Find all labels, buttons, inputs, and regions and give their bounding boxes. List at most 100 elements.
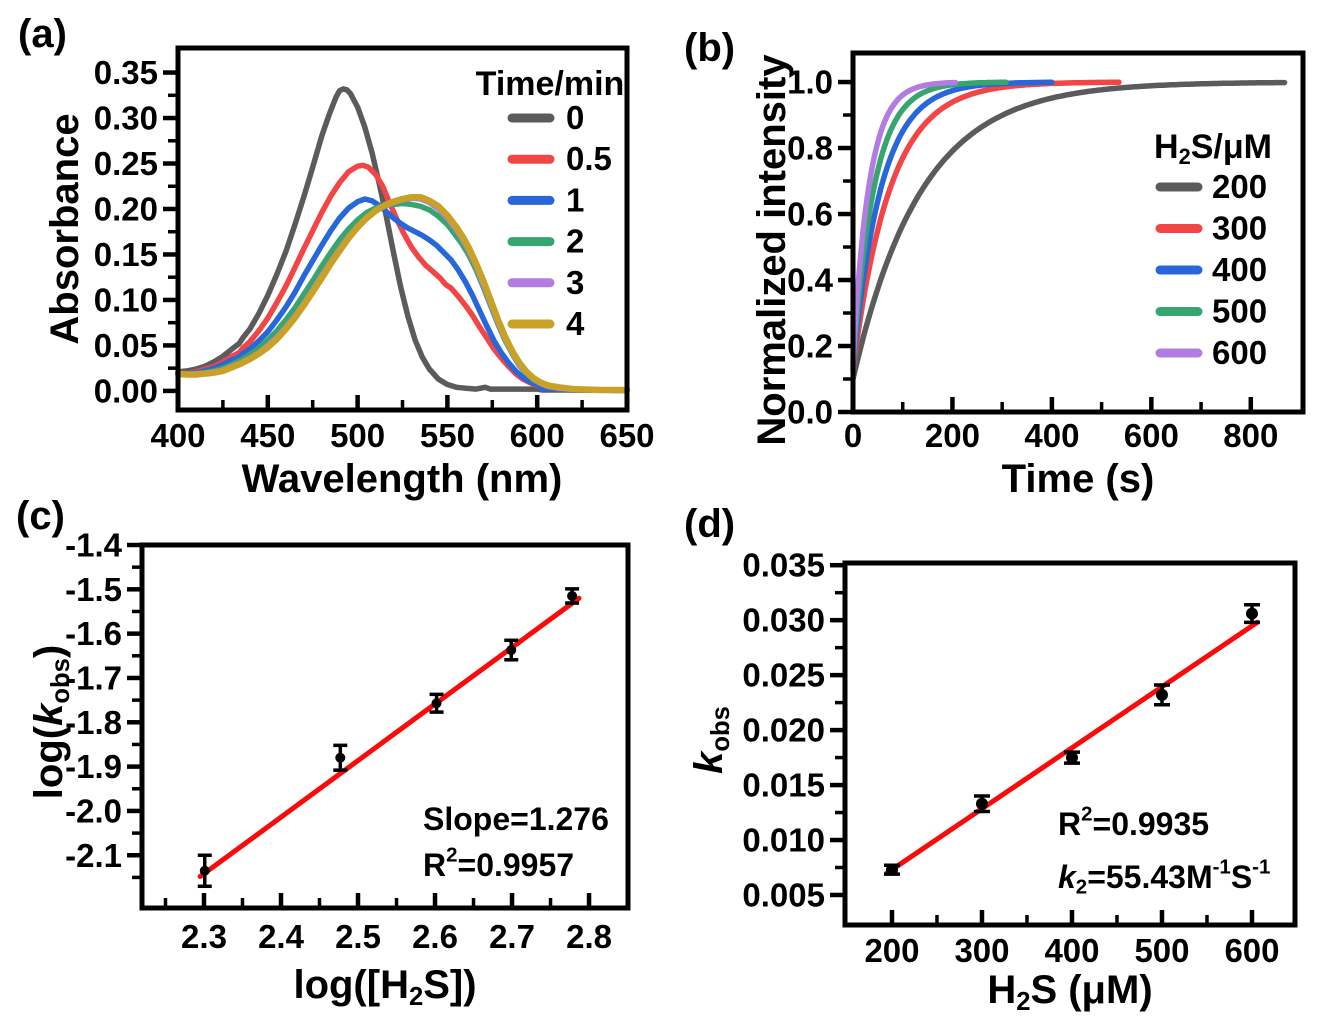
x-tick-label: 800 (1223, 417, 1278, 454)
x-tick-label: 2.8 (566, 918, 612, 955)
legend-title: Time/min (476, 65, 625, 103)
x-tick-label: 200 (864, 932, 919, 969)
x-tick-label: 450 (240, 417, 295, 454)
x-tick-label: 400 (1024, 417, 1079, 454)
data-point (1245, 607, 1258, 620)
series-4 (174, 193, 631, 394)
panel-d (830, 560, 1298, 928)
y-axis-label: Normalized intensity (750, 54, 794, 446)
y-tick-label: -1.4 (65, 527, 123, 564)
series-400 (850, 79, 1055, 369)
y-tick-label: 0.00 (94, 372, 158, 409)
x-tick-label: 650 (599, 417, 654, 454)
y-tick-label: 0.035 (742, 547, 825, 584)
series-0 (175, 86, 630, 393)
x-tick-label: 400 (1044, 932, 1099, 969)
x-tick-label: 2.4 (258, 918, 305, 955)
y-tick-label: 0.010 (742, 822, 825, 859)
y-tick-label: -1.8 (65, 704, 122, 741)
data-point (506, 645, 517, 656)
y-tick-label: -2.1 (65, 837, 122, 874)
y-axis-label: log(kobs) (27, 645, 75, 799)
series-500 (850, 79, 1009, 366)
y-tick-label: -1.7 (65, 659, 122, 696)
data-point (1155, 688, 1168, 701)
data-point (335, 752, 346, 763)
series-200 (850, 79, 1288, 382)
x-tick-label: 600 (1224, 932, 1279, 969)
series-1 (175, 196, 630, 393)
y-tick-label: 0.05 (94, 327, 158, 364)
y-tick-label: 0.8 (787, 130, 833, 167)
y-tick-label: 0.20 (94, 190, 158, 227)
y-tick-label: 1.0 (787, 64, 833, 101)
data-point (975, 797, 988, 810)
y-tick-label: 0.005 (742, 876, 825, 913)
y-tick-label: 0.2 (787, 328, 833, 365)
x-axis-label: Wavelength (nm) (242, 457, 563, 501)
y-axis-label: kobs (687, 706, 735, 774)
legend-title: H2S/μM (1154, 128, 1272, 169)
legend-label-1: 1 (566, 181, 584, 218)
x-axis-label: H2S (μM) (987, 968, 1152, 1016)
y-tick-label: -2.0 (65, 792, 122, 829)
data-point (431, 698, 442, 709)
x-tick-label: 400 (150, 417, 205, 454)
fit-line (884, 619, 1260, 876)
x-tick-label: 0 (844, 417, 862, 454)
y-tick-label: 0.35 (94, 54, 158, 91)
annotation-c-0: Slope=1.276 (423, 801, 609, 837)
x-tick-label: 550 (420, 417, 475, 454)
y-tick-label: 0.015 (742, 767, 825, 804)
y-tick-label: -1.9 (65, 748, 122, 785)
series-600 (850, 79, 959, 362)
data-point (1065, 751, 1078, 764)
legend-label-300: 300 (1212, 210, 1267, 247)
legend-label-500: 500 (1212, 293, 1267, 330)
annotation-d-0: R2=0.9935 (1058, 802, 1209, 842)
y-tick-label: 0.30 (94, 100, 158, 137)
x-tick-label: 2.5 (335, 918, 381, 955)
legend-label-400: 400 (1212, 251, 1267, 288)
y-axis-label: Absorbance (43, 113, 87, 344)
legend-label-3: 3 (566, 264, 584, 301)
x-tick-label: 2.3 (181, 918, 227, 955)
panel-tag-c: (c) (16, 494, 65, 538)
panel-tag-d: (d) (684, 502, 736, 546)
annotation-d-1: k2=55.43M-1S-1 (1058, 855, 1270, 898)
y-tick-label: 0.15 (94, 236, 158, 273)
legend-label-0.5: 0.5 (566, 140, 612, 177)
panel-c (127, 542, 631, 911)
legend-label-2: 2 (566, 223, 584, 260)
legend-label-200: 200 (1212, 168, 1267, 205)
panel-b (838, 50, 1306, 415)
x-tick-label: 2.6 (412, 918, 458, 955)
x-tick-label: 500 (1134, 932, 1189, 969)
panel-tag-a: (a) (18, 12, 67, 56)
annotation-c-1: R2=0.9957 (423, 843, 574, 883)
legend-label-600: 600 (1212, 334, 1267, 371)
y-tick-label: 0.0 (787, 394, 833, 431)
legend-label-0: 0 (566, 99, 584, 136)
x-tick-label: 600 (510, 417, 565, 454)
x-tick-label: 300 (954, 932, 1009, 969)
data-point (199, 865, 210, 876)
y-tick-label: 0.030 (742, 602, 825, 639)
x-tick-label: 200 (925, 417, 980, 454)
y-tick-label: 0.4 (787, 262, 834, 299)
plot-frame (175, 45, 630, 413)
x-axis-label: log([H2S]) (293, 963, 476, 1011)
x-tick-label: 600 (1124, 417, 1179, 454)
x-axis-label: Time (s) (1002, 457, 1155, 501)
y-tick-label: 0.025 (742, 657, 825, 694)
y-tick-label: -1.5 (65, 571, 122, 608)
series-300 (850, 79, 1122, 372)
fit-line (197, 595, 582, 880)
data-point (885, 863, 898, 876)
panel-tag-b: (b) (684, 26, 736, 70)
panel-a (163, 45, 631, 413)
data-point (567, 590, 578, 601)
plot-frame (842, 560, 1298, 928)
